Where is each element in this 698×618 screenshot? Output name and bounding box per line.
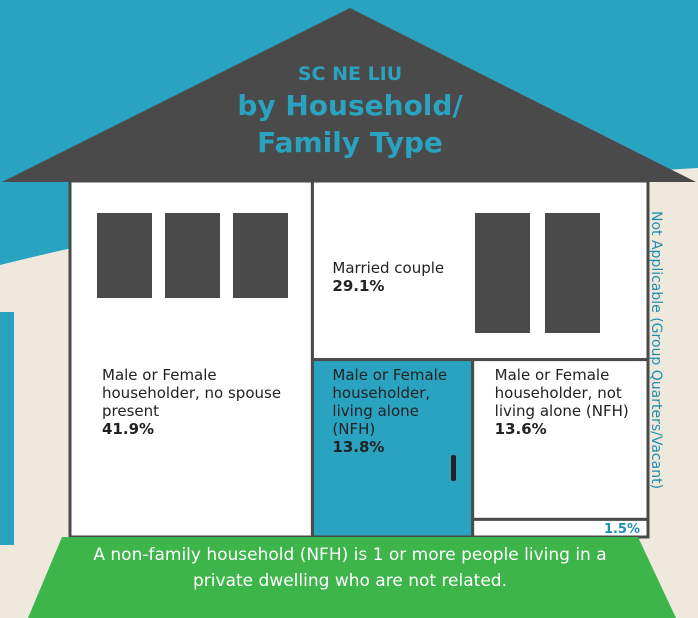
door-handle: [451, 455, 456, 481]
title: SC NE LIU: [298, 63, 402, 85]
window: [545, 213, 600, 333]
window: [233, 213, 288, 298]
label: Male or Female householder, not living a…: [495, 366, 635, 438]
infographic: SC NE LIU by Household/ Family Type Male…: [0, 0, 698, 618]
cell-label: Male or Female householder, living alone…: [332, 366, 457, 506]
category: Not Applicable (Group Quarters/Vacant): [648, 211, 664, 489]
window: [97, 213, 152, 298]
note-box: A non-family household (NFH) is 1 or mor…: [90, 542, 610, 602]
label: Male or Female householder, living alone…: [332, 366, 457, 456]
value-label: 1.5%: [604, 522, 640, 537]
note: A non-family household (NFH) is 1 or mor…: [90, 542, 610, 594]
cell-label: Male or Female householder, no spouse pr…: [102, 366, 282, 506]
window: [165, 213, 220, 298]
category: Male or Female householder, no spouse pr…: [102, 366, 281, 420]
subtitle: Family Type: [257, 126, 443, 159]
value-label: 13.8%: [332, 438, 457, 456]
subtitle: by Household/: [237, 89, 463, 122]
category: Male or Female householder, not living a…: [495, 366, 629, 420]
category: Male or Female householder, living alone…: [332, 366, 447, 438]
value-label: 13.6%: [495, 420, 635, 438]
side-panel: [0, 312, 14, 545]
value-label: 29.1%: [332, 277, 452, 295]
label: Male or Female householder, no spouse pr…: [102, 366, 282, 438]
window: [475, 213, 530, 333]
value-label: 41.9%: [102, 420, 282, 438]
cell-label: Male or Female householder, not living a…: [495, 366, 635, 506]
category: Married couple: [332, 259, 444, 277]
